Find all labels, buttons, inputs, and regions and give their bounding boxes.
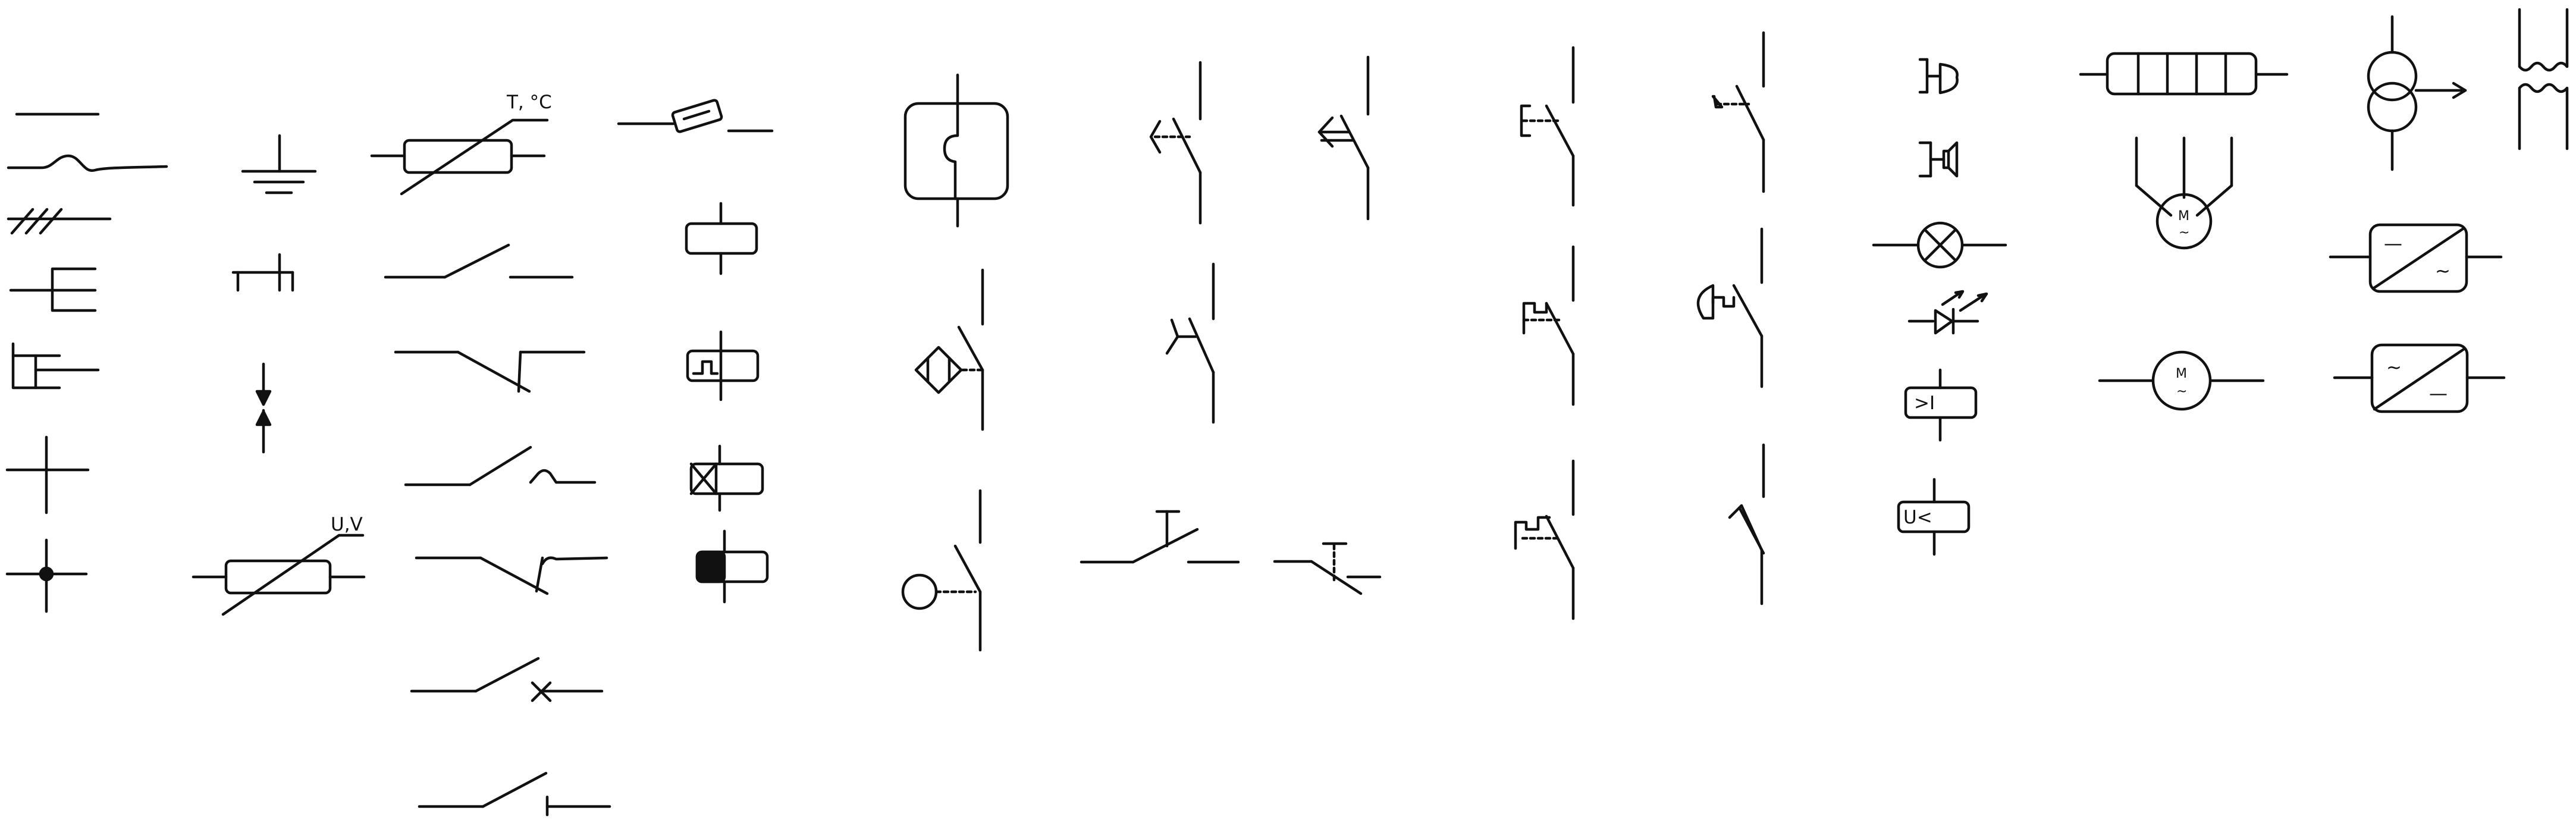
loudspeaker-symbol	[1918, 141, 1959, 178]
pushbutton-no-contact-symbol	[1080, 510, 1240, 564]
conductor-crossing-symbol	[5, 435, 90, 514]
undervoltage-relay-label: U<	[1903, 507, 1932, 528]
pushbutton-nc-contact-symbol	[1273, 542, 1382, 595]
single-phase-motor-letter: M	[2176, 366, 2187, 381]
three-phase-motor-ac: ~	[2179, 225, 2189, 240]
latching-relay-coil-symbol	[695, 529, 769, 604]
fuse-symbol	[617, 99, 774, 133]
proximity-sensor-contact-symbol	[914, 268, 984, 431]
ground-symbol	[241, 134, 317, 194]
single-phase-motor-ac: ~	[2176, 384, 2187, 399]
circuit-breaker-contact-symbol	[410, 657, 604, 702]
contact-manual-dashed-symbol	[1520, 46, 1575, 207]
plug-connector-symbol	[9, 267, 97, 312]
dc-ac-converter-dc: —	[2384, 233, 2402, 255]
pulse-relay-coil-symbol	[686, 330, 760, 401]
relay-coil-symbol	[685, 202, 758, 275]
thermistor-label: T, °C	[506, 92, 552, 113]
thermistor-symbol: T, °C	[370, 92, 552, 196]
socket-connector-symbol	[11, 342, 100, 390]
ac-dc-converter-dc: —	[2429, 383, 2448, 404]
normally-closed-contact-symbol	[394, 350, 586, 393]
undervoltage-relay-symbol: U<	[1897, 478, 1971, 556]
conductor-junction-symbol	[5, 538, 88, 613]
limit-switch-no-symbol	[404, 445, 597, 487]
disconnector-contact-symbol	[418, 771, 611, 817]
contact-foot-actuator-symbol	[1711, 31, 1765, 193]
varistor-symbol: U,V	[192, 514, 366, 616]
contact-mushroom-actuator-symbol	[1696, 227, 1764, 388]
single-phase-motor-symbol: M ~	[2098, 350, 2265, 411]
thermal-relay-coil-symbol	[689, 444, 764, 512]
contact-stepped-symbol	[1514, 459, 1575, 620]
ac-dc-converter-ac: ~	[2386, 357, 2402, 378]
dc-ac-converter-symbol: — ~	[2329, 223, 2503, 293]
heating-element-symbol	[2079, 52, 2289, 96]
overcurrent-relay-label: >I	[1914, 393, 1935, 414]
three-conductor-line-symbol	[7, 208, 112, 235]
chassis-ground-symbol	[231, 253, 294, 292]
normally-open-contact-symbol	[384, 243, 574, 279]
led-symbol	[1907, 290, 1988, 335]
lamp-symbol	[1872, 221, 2007, 269]
current-source-transformer-symbol	[2367, 15, 2467, 171]
three-phase-motor-symbol: M ~	[2135, 136, 2233, 250]
dc-ac-converter-ac: ~	[2435, 261, 2451, 282]
contact-key-actuator-symbol	[1728, 443, 1765, 605]
varistor-label: U,V	[331, 514, 363, 535]
horn-symbol	[1918, 58, 1959, 95]
transformer-windings-symbol	[2518, 8, 2569, 150]
contact-step-actuator-symbol	[1522, 245, 1575, 406]
ac-dc-converter-symbol: ~ —	[2333, 343, 2506, 413]
manual-contact-turn-symbol	[1165, 262, 1215, 424]
manual-contact-pull-symbol	[1317, 55, 1370, 221]
limit-switch-nc-symbol	[415, 556, 608, 595]
three-phase-motor-letter: M	[2178, 209, 2189, 224]
manual-contact-general-symbol	[1149, 61, 1202, 225]
overcurrent-relay-symbol: >I	[1904, 368, 1978, 442]
automatic-actuator-symbol	[903, 73, 1009, 228]
proximity-contact-circle-symbol	[901, 489, 982, 652]
ac-line-symbol	[7, 154, 168, 172]
spark-gap-symbol	[255, 362, 272, 454]
